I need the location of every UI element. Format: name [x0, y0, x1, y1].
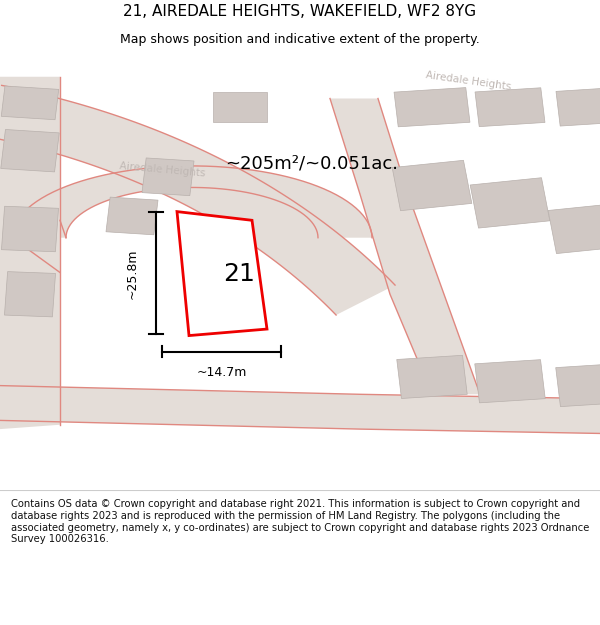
Text: 21: 21: [223, 262, 255, 286]
Polygon shape: [177, 212, 267, 336]
Text: ~14.7m: ~14.7m: [196, 366, 247, 379]
Polygon shape: [1, 129, 59, 172]
Polygon shape: [12, 166, 372, 238]
Polygon shape: [475, 88, 545, 127]
Polygon shape: [0, 77, 60, 429]
Polygon shape: [556, 88, 600, 126]
Text: Contains OS data © Crown copyright and database right 2021. This information is : Contains OS data © Crown copyright and d…: [11, 499, 589, 544]
Polygon shape: [213, 92, 267, 123]
Polygon shape: [1, 86, 59, 120]
Polygon shape: [18, 208, 60, 281]
Polygon shape: [0, 386, 600, 434]
Polygon shape: [475, 359, 545, 403]
Polygon shape: [0, 86, 395, 315]
Text: Map shows position and indicative extent of the property.: Map shows position and indicative extent…: [120, 33, 480, 46]
Polygon shape: [397, 356, 467, 399]
Polygon shape: [394, 88, 470, 127]
Polygon shape: [4, 272, 56, 317]
Text: ~205m²/~0.051ac.: ~205m²/~0.051ac.: [226, 155, 398, 172]
Polygon shape: [1, 206, 59, 252]
Polygon shape: [470, 177, 550, 228]
Polygon shape: [392, 161, 472, 211]
Text: ~25.8m: ~25.8m: [125, 248, 139, 299]
Text: Airedale Heights: Airedale Heights: [119, 161, 205, 179]
Text: Airedale Heights: Airedale Heights: [425, 70, 511, 92]
Polygon shape: [106, 197, 158, 235]
Polygon shape: [556, 364, 600, 407]
Polygon shape: [330, 99, 480, 394]
Polygon shape: [548, 204, 600, 254]
Text: 21, AIREDALE HEIGHTS, WAKEFIELD, WF2 8YG: 21, AIREDALE HEIGHTS, WAKEFIELD, WF2 8YG: [124, 4, 476, 19]
Polygon shape: [142, 158, 194, 196]
